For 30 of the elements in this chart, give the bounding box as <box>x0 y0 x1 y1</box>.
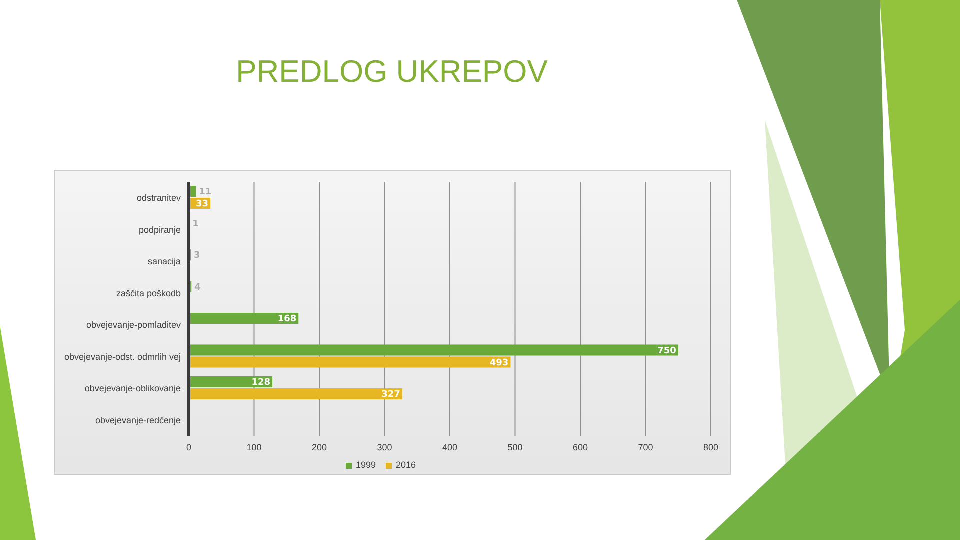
x-tick-label: 200 <box>312 442 328 452</box>
x-tick-label: 600 <box>572 442 588 452</box>
x-tick-label: 800 <box>703 442 719 452</box>
x-tick-label: 0 <box>186 442 192 452</box>
legend-label: 2016 <box>396 460 416 470</box>
data-label: 11 <box>199 188 212 198</box>
y-tick-label: zaščita poškodb <box>116 288 181 298</box>
data-label: 493 <box>490 358 509 368</box>
data-label: 33 <box>196 200 209 210</box>
x-tick-label: 100 <box>246 442 262 452</box>
x-tick-label: 400 <box>442 442 458 452</box>
y-tick-label: obvejevanje-odst. odmrlih vej <box>64 352 181 362</box>
data-label: 168 <box>278 314 297 325</box>
y-tick-label: podpiranje <box>138 224 181 235</box>
data-label: 4 <box>194 282 201 293</box>
y-tick-label: obvejevanje-oblikovanje <box>84 384 181 394</box>
data-label: 1 <box>192 219 199 230</box>
y-tick-label: obvejevanje-redčenje <box>95 415 181 426</box>
data-label: 3 <box>194 251 200 262</box>
legend-label: 1999 <box>356 460 376 470</box>
data-label: 327 <box>382 390 400 400</box>
x-tick-label: 700 <box>638 442 654 452</box>
x-tick-label: 300 <box>377 442 392 452</box>
y-tick-label: sanacija <box>148 256 181 267</box>
chart-title: PREDLOG UKREPOV <box>235 53 549 91</box>
x-tick-label: 500 <box>508 442 523 452</box>
data-label: 128 <box>252 378 271 388</box>
y-tick-label: obvejevanje-pomladitev <box>86 320 182 330</box>
y-tick-label: odstranitev <box>136 193 182 204</box>
data-label: 750 <box>658 346 676 356</box>
